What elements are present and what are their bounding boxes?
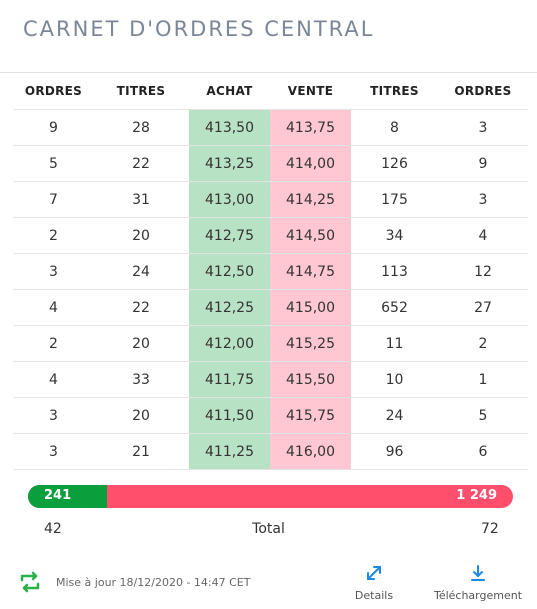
ask-orders-cell: 5 [438,397,528,434]
bid-orders-cell: 3 [14,433,93,470]
buy-volume-label: 241 [44,488,72,503]
ask-quantity-cell: 10 [351,361,438,398]
header-bid-price: ACHAT [189,73,270,110]
bid-orders-cell: 7 [14,181,93,218]
ask-orders-cell: 9 [438,145,528,182]
ask-orders-cell: 3 [438,109,528,146]
bid-price-cell: 412,25 [189,289,270,326]
header-ask-price: VENTE [270,73,351,110]
ask-price-cell: 415,00 [270,289,351,326]
bid-price-cell: 413,00 [189,181,270,218]
ask-price-cell: 415,50 [270,361,351,398]
ask-price-cell: 413,75 [270,109,351,146]
ask-quantity-cell: 175 [351,181,438,218]
total-label: Total [252,521,285,537]
ask-price-cell: 416,00 [270,433,351,470]
bid-quantity-cell: 20 [93,217,189,254]
bid-quantity-cell: 31 [93,181,189,218]
header-ask-orders: ORDRES [438,73,528,110]
header-bid-orders: ORDRES [14,73,93,110]
table-header-row: ORDRES TITRES ACHAT VENTE TITRES ORDRES [14,73,528,110]
ask-orders-cell: 4 [438,217,528,254]
expand-icon [350,563,398,583]
title-divider [0,72,537,73]
ask-price-cell: 414,50 [270,217,351,254]
bid-price-cell: 411,50 [189,397,270,434]
ask-quantity-cell: 113 [351,253,438,290]
bid-price-cell: 412,50 [189,253,270,290]
bid-orders-cell: 2 [14,217,93,254]
bid-price-cell: 413,25 [189,145,270,182]
ask-orders-cell: 2 [438,325,528,362]
total-ask-orders: 72 [481,521,499,537]
table-row: 7 31 413,00 414,25 175 3 [14,181,528,218]
bid-orders-cell: 4 [14,289,93,326]
table-row: 9 28 413,50 413,75 8 3 [14,109,528,146]
table-row: 4 33 411,75 415,50 10 1 [14,361,528,398]
volume-bar: 241 1 249 [28,485,513,508]
download-label: Téléchargement [433,589,523,602]
header-bid-quantity: TITRES [93,73,189,110]
details-link[interactable]: Details [350,563,398,602]
ask-quantity-cell: 34 [351,217,438,254]
bid-orders-cell: 3 [14,397,93,434]
ask-quantity-cell: 126 [351,145,438,182]
ask-price-cell: 415,75 [270,397,351,434]
ask-price-cell: 414,25 [270,181,351,218]
ask-quantity-cell: 24 [351,397,438,434]
ask-quantity-cell: 652 [351,289,438,326]
header-ask-quantity: TITRES [351,73,438,110]
bid-orders-cell: 9 [14,109,93,146]
bid-orders-cell: 3 [14,253,93,290]
table-row: 3 20 411,50 415,75 24 5 [14,397,528,434]
ask-orders-cell: 3 [438,181,528,218]
bid-quantity-cell: 21 [93,433,189,470]
table-row: 5 22 413,25 414,00 126 9 [14,145,528,182]
ask-orders-cell: 1 [438,361,528,398]
details-label: Details [354,589,394,602]
bid-price-cell: 413,50 [189,109,270,146]
table-row: 4 22 412,25 415,00 652 27 [14,289,528,326]
bid-orders-cell: 5 [14,145,93,182]
ask-orders-cell: 27 [438,289,528,326]
bid-price-cell: 411,25 [189,433,270,470]
page-title: CARNET D'ORDRES CENTRAL [23,17,375,41]
ask-orders-cell: 12 [438,253,528,290]
bid-quantity-cell: 33 [93,361,189,398]
sell-volume-label: 1 249 [456,488,497,503]
bid-quantity-cell: 20 [93,325,189,362]
ask-quantity-cell: 11 [351,325,438,362]
buy-volume-fill [28,485,107,508]
total-bid-orders: 42 [44,521,62,537]
bid-quantity-cell: 22 [93,289,189,326]
download-icon [426,563,530,583]
bid-quantity-cell: 24 [93,253,189,290]
table-row: 2 20 412,00 415,25 11 2 [14,325,528,362]
last-update-text: Mise à jour 18/12/2020 - 14:47 CET [56,576,251,589]
ask-price-cell: 414,75 [270,253,351,290]
bid-quantity-cell: 22 [93,145,189,182]
bid-orders-cell: 4 [14,361,93,398]
ask-quantity-cell: 8 [351,109,438,146]
ask-price-cell: 415,25 [270,325,351,362]
bid-price-cell: 412,75 [189,217,270,254]
table-row: 3 21 411,25 416,00 96 6 [14,433,528,470]
download-link[interactable]: Téléchargement [426,563,530,602]
refresh-icon[interactable] [18,570,42,594]
table-row: 2 20 412,75 414,50 34 4 [14,217,528,254]
bid-orders-cell: 2 [14,325,93,362]
bid-price-cell: 411,75 [189,361,270,398]
order-book-table: ORDRES TITRES ACHAT VENTE TITRES ORDRES … [14,73,528,470]
table-row: 3 24 412,50 414,75 113 12 [14,253,528,290]
ask-orders-cell: 6 [438,433,528,470]
ask-quantity-cell: 96 [351,433,438,470]
bid-price-cell: 412,00 [189,325,270,362]
ask-price-cell: 414,00 [270,145,351,182]
bid-quantity-cell: 20 [93,397,189,434]
bid-quantity-cell: 28 [93,109,189,146]
